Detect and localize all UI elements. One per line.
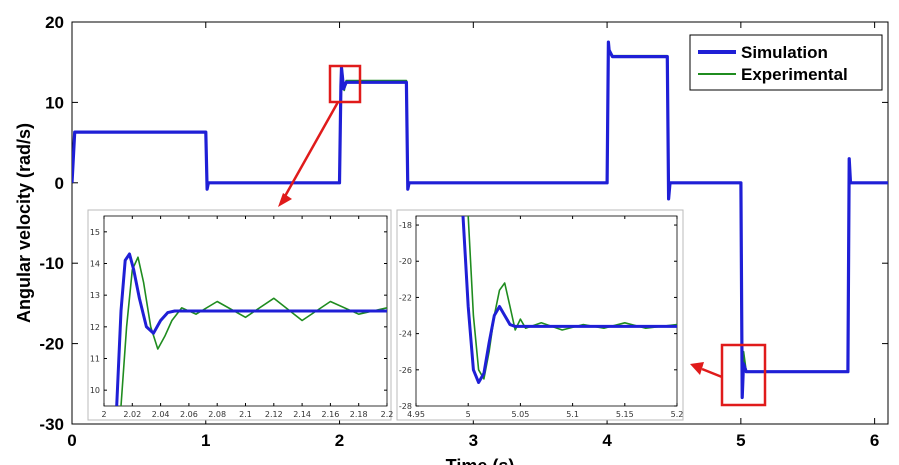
main-y-tick-label: -20 [39,335,64,354]
main-x-tick-label: 2 [335,431,344,450]
inset-2-series-simulation [461,216,677,384]
main-series-simulation [72,40,888,400]
inset-1-x-tick-label: 2.1 [239,410,252,419]
inset-1-series [115,252,387,406]
inset-1-series-experimental [120,256,387,406]
inset-1-x-tick-label: 2.04 [152,410,170,419]
inset-1-y-tick-label: 11 [90,355,100,364]
main-x-tick-label: 1 [201,431,210,450]
x-axis-label: Time (s) [446,456,515,465]
inset-1-series-simulation [115,252,387,406]
inset-1-y-tick-label: 12 [90,323,100,332]
main-x-tick-label: 6 [870,431,879,450]
highlight-arrow-2 [701,367,723,379]
legend: Simulation Experimental [689,34,883,91]
inset-1-ticks: 2 2.02 2.04 2.06 2.08 2.1 2.12 2.14 2.16 2.18 2.2 1… [90,216,394,419]
main-x-tick-label: 5 [736,431,745,450]
main-y-tick-label: 20 [45,13,64,32]
y-axis-label: Angular velocity (rad/s) [14,123,34,323]
inset-2-x-tick-label: 5.05 [511,410,529,419]
inset-2-x-tick-label: 5 [466,410,471,419]
inset-2-x-tick-label: 5.15 [616,410,634,419]
inset-2-y-tick-label: -20 [399,257,412,266]
inset-1-x-tick-label: 2.08 [208,410,226,419]
main-y-tick-label: 0 [55,174,64,193]
main-y-tick-label: 10 [45,93,64,112]
inset-1-x-tick-label: 2.06 [180,410,198,419]
inset-2-y-tick-label: -26 [399,366,412,375]
legend-label-experimental: Experimental [741,65,848,84]
main-x-tick-label: 3 [469,431,478,450]
inset-2-y-tick-label: -24 [399,330,412,339]
inset-1-y-tick-label: 14 [90,260,100,269]
legend-label-simulation: Simulation [741,43,828,62]
inset-1-x-tick-label: 2.16 [321,410,339,419]
highlight-box-1 [328,64,362,104]
inset-2-x-tick-label: 5.1 [566,410,579,419]
inset-2-y-tick-label: -18 [399,221,412,230]
inset-2-x-tick-label: 5.2 [671,410,684,419]
main-x-tick-label: 4 [602,431,612,450]
inset-2-x-tick-label: 4.95 [407,410,425,419]
highlight-arrowhead-2 [690,362,704,375]
inset-1-y-tick-label: 13 [90,291,100,300]
inset-1-x-tick-label: 2.2 [381,410,394,419]
inset-2-y-tick-label: -22 [399,293,412,302]
highlight-box-2 [720,343,767,407]
main-y-tick-label: -30 [39,415,64,434]
main-y-tick-label: -10 [39,254,64,273]
inset-1-x-tick-label: 2.14 [293,410,311,419]
inset-2-series [461,216,677,384]
highlight-arrowhead-1 [278,193,292,207]
inset-2-ticks: 4.95 5 5.05 5.1 5.15 5.2 -18 -20 -22 -24 -26 -28 [399,216,683,419]
inset-2-series-experimental [467,216,677,380]
legend-box [689,34,883,91]
inset-1-x-tick-label: 2.02 [123,410,141,419]
inset-2-plot-area [415,215,678,407]
main-x-tick-label: 0 [67,431,76,450]
highlight-arrow-1 [282,101,340,199]
inset-2-y-tick-label: -28 [399,402,412,411]
inset-1-x-tick-label: 2.18 [350,410,368,419]
inset-1-y-tick-label: 15 [90,228,100,237]
inset-1-y-tick-label: 10 [90,386,100,395]
inset-1-x-tick-label: 2 [101,410,106,419]
inset-1-x-tick-label: 2.12 [265,410,283,419]
main-series [72,40,888,400]
